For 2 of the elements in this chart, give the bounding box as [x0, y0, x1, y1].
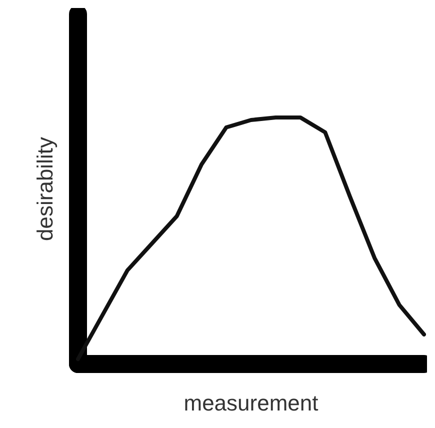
x-axis-title: measurement	[184, 390, 318, 416]
y-axis-title: desirability	[32, 137, 58, 241]
